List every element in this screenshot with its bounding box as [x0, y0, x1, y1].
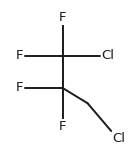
Text: F: F	[59, 120, 66, 133]
Text: Cl: Cl	[101, 49, 115, 63]
Text: F: F	[59, 11, 66, 24]
Text: F: F	[16, 49, 24, 63]
Text: Cl: Cl	[113, 132, 126, 145]
Text: F: F	[16, 81, 24, 94]
